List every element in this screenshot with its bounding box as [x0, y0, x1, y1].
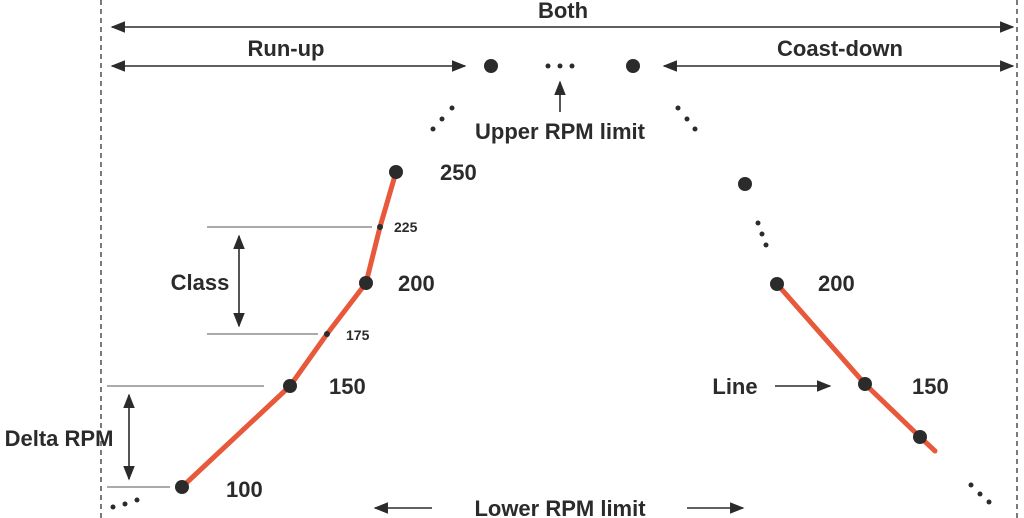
coast-down-point-200	[770, 277, 784, 291]
coast-down-point-low	[913, 430, 927, 444]
ellipsis-dot	[557, 63, 563, 69]
coast-down-point-150	[858, 377, 872, 391]
coast-down-value-label: 150	[912, 374, 949, 399]
ellipsis-dot	[692, 126, 698, 132]
run-up-point-100	[175, 480, 189, 494]
class-label: Class	[171, 270, 230, 295]
run-up-value-label: 150	[329, 374, 366, 399]
ellipsis-dot	[675, 105, 681, 111]
run-up-value-label: 250	[440, 160, 477, 185]
run-up-point-150	[283, 379, 297, 393]
ellipsis-dot	[122, 501, 128, 507]
ellipsis-dot	[759, 231, 765, 237]
upper-left-point	[484, 59, 498, 73]
ellipsis-dot	[755, 220, 761, 226]
run-up-value-label: 200	[398, 271, 435, 296]
run-up-value-label: 225	[394, 219, 418, 235]
run-up-label: Run-up	[248, 36, 325, 61]
run-up-point-175	[324, 331, 330, 337]
ellipsis-dot	[569, 63, 575, 69]
ellipsis-dot	[110, 504, 116, 510]
ellipsis-dot	[977, 491, 983, 497]
run-up-value-label: 100	[226, 477, 263, 502]
ellipsis-dot	[449, 105, 455, 111]
lower-rpm-limit-label: Lower RPM limit	[474, 496, 646, 518]
coast-down-label: Coast-down	[777, 36, 903, 61]
ellipsis-dot	[430, 126, 436, 132]
coast-down-value-label: 200	[818, 271, 855, 296]
ellipsis-dot	[684, 116, 690, 122]
ellipsis-dot	[439, 116, 445, 122]
ellipsis-dot	[545, 63, 551, 69]
run-up-curve	[179, 169, 399, 490]
both-label: Both	[538, 0, 588, 23]
run-up-point-250	[389, 165, 403, 179]
line-label: Line	[712, 374, 757, 399]
ellipsis-dot	[986, 499, 992, 505]
upper-right-point	[626, 59, 640, 73]
run-up-point-200	[359, 276, 373, 290]
ellipsis-dot	[968, 482, 974, 488]
ellipsis-dot	[763, 242, 769, 248]
delta-rpm-label: Delta RPM	[5, 426, 114, 451]
coast-down-upper-point	[738, 177, 752, 191]
run-up-point-225	[377, 224, 383, 230]
upper-rpm-limit-label: Upper RPM limit	[475, 119, 646, 144]
coast-down-curve	[774, 281, 938, 454]
ellipsis-dot	[134, 497, 140, 503]
run-up-value-label: 175	[346, 327, 370, 343]
